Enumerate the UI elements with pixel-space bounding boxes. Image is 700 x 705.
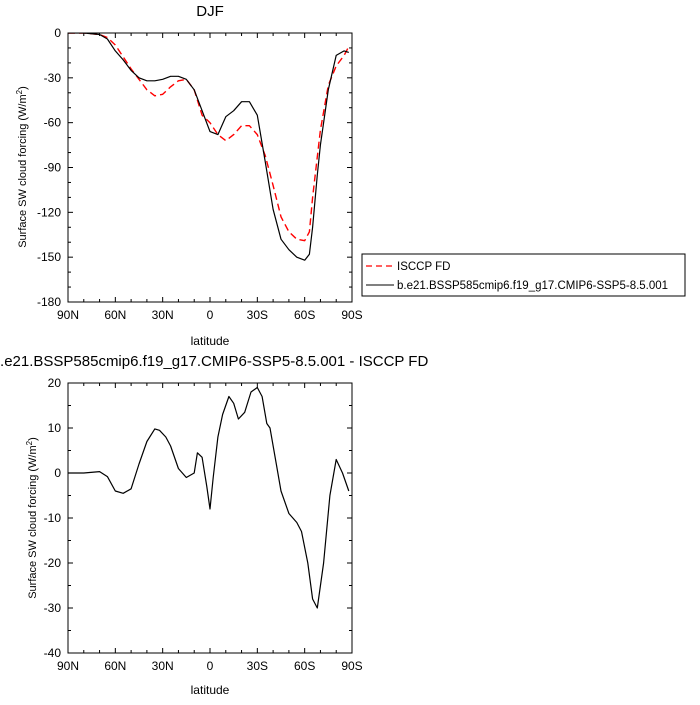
bottom-x-tick-label: 30N: [152, 659, 174, 673]
bottom-chart-title: b.e21.BSSP585cmip6.f19_g17.CMIP6-SSP5-8.…: [0, 353, 428, 370]
top-y-tick-label: -60: [44, 116, 62, 130]
bottom-x-tick-label: 90N: [57, 659, 79, 673]
bottom-y-tick-label: 20: [48, 376, 62, 390]
bottom-y-tick-label: 0: [54, 466, 61, 480]
top-x-tick-label: 0: [207, 308, 214, 322]
bottom-y-tick-label: -40: [44, 646, 62, 660]
bottom-chart-frame: [67, 382, 353, 654]
top-y-tick-label: -90: [44, 161, 62, 175]
legend-box: [361, 253, 686, 297]
top-chart-frame: [67, 32, 353, 303]
top-x-tick-label: 60S: [294, 308, 315, 322]
top-x-tick-label: 30S: [247, 308, 268, 322]
bottom-y-tick-label: 10: [48, 421, 62, 435]
bottom-panel: b.e21.BSSP585cmip6.f19_g17.CMIP6-SSP5-8.…: [0, 353, 428, 697]
top-chart-title: DJF: [196, 3, 224, 20]
top-series-line-isccp-fd: [68, 33, 350, 242]
bottom-x-tick-label: 30S: [247, 659, 268, 673]
bottom-y-tick-label: -10: [44, 511, 62, 525]
top-y-tick-label: -150: [37, 250, 61, 264]
top-y-tick-label: 0: [54, 26, 61, 40]
legend: ISCCP FD b.e21.BSSP585cmip6.f19_g17.CMIP…: [361, 253, 686, 297]
top-x-axis-label: latitude: [191, 334, 230, 348]
top-y-tick-label: -180: [37, 295, 61, 309]
bottom-y-axis: 20 10 0 -10 -20 -30 -40: [44, 376, 352, 660]
bottom-x-tick-label: 60S: [294, 659, 315, 673]
bottom-x-tick-label: 0: [207, 659, 214, 673]
legend-label-model: b.e21.BSSP585cmip6.f19_g17.CMIP6-SSP5-8.…: [397, 280, 668, 292]
bottom-x-axis: 90N 60N 30N 0 30S 60S 90S: [57, 383, 363, 673]
top-y-axis: 0 -30 -60 -90 -120 -150 -180: [37, 26, 352, 309]
top-series-line-model: [68, 33, 349, 261]
bottom-x-tick-label: 90S: [341, 659, 362, 673]
bottom-chart-plot-area: [68, 386, 350, 609]
top-x-tick-label: 60N: [104, 308, 126, 322]
bottom-x-axis-label: latitude: [191, 683, 230, 697]
top-y-tick-label: -120: [37, 205, 61, 219]
top-chart-plot-area: [68, 33, 350, 261]
top-x-tick-label: 90N: [57, 308, 79, 322]
top-x-tick-label: 90S: [341, 308, 362, 322]
legend-label-isccp: ISCCP FD: [397, 261, 450, 273]
top-x-axis: 90N 60N 30N 0 30S 60S 90S: [57, 33, 363, 322]
bottom-series-line-difference: [68, 386, 350, 609]
bottom-y-axis-label: Surface SW cloud forcing (W/m2): [25, 437, 39, 599]
bottom-y-tick-label: -30: [44, 601, 62, 615]
bottom-x-tick-label: 60N: [104, 659, 126, 673]
top-panel: DJF 90N 60N 30N 0 30S 60S 90S 0 -30 -60 -90 -120 -1…: [15, 3, 363, 348]
top-x-tick-label: 30N: [152, 308, 174, 322]
top-y-tick-label: -30: [44, 71, 62, 85]
top-y-axis-label: Surface SW cloud forcing (W/m2): [15, 86, 29, 248]
bottom-y-tick-label: -20: [44, 556, 62, 570]
